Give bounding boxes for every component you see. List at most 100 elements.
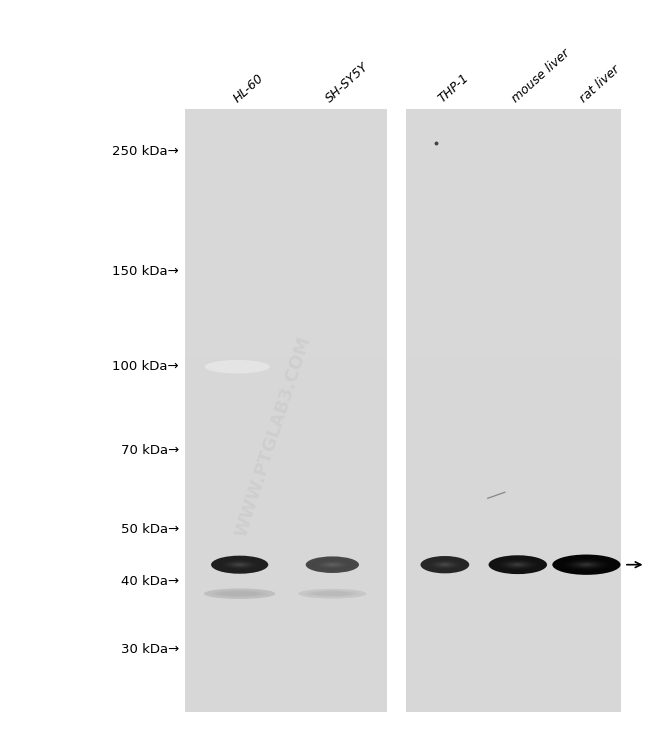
Ellipse shape xyxy=(220,559,259,570)
Bar xyxy=(406,192,621,200)
Bar xyxy=(185,192,387,200)
Bar xyxy=(185,358,387,365)
Ellipse shape xyxy=(569,560,604,569)
Ellipse shape xyxy=(427,559,463,570)
Bar xyxy=(185,267,387,275)
Bar xyxy=(185,486,387,493)
Bar xyxy=(406,448,621,456)
Ellipse shape xyxy=(514,564,521,566)
Ellipse shape xyxy=(503,561,533,569)
Bar xyxy=(185,275,387,282)
Bar xyxy=(406,222,621,230)
Ellipse shape xyxy=(513,563,523,566)
Ellipse shape xyxy=(328,593,336,594)
Bar xyxy=(406,674,621,681)
Bar xyxy=(185,215,387,222)
Bar xyxy=(406,139,621,147)
Bar xyxy=(406,282,621,290)
Bar xyxy=(406,606,621,614)
Text: HL-60: HL-60 xyxy=(231,72,266,105)
Bar xyxy=(185,614,387,621)
Bar xyxy=(185,561,387,569)
Bar xyxy=(406,531,621,538)
Ellipse shape xyxy=(222,560,257,569)
Bar xyxy=(185,320,387,328)
Bar xyxy=(406,207,621,215)
Text: 100 kDa→: 100 kDa→ xyxy=(112,360,179,373)
Bar xyxy=(185,456,387,463)
Bar xyxy=(406,418,621,425)
Ellipse shape xyxy=(436,562,454,568)
Ellipse shape xyxy=(562,559,612,571)
Bar xyxy=(185,162,387,169)
Ellipse shape xyxy=(306,590,359,597)
Bar xyxy=(406,410,621,418)
Ellipse shape xyxy=(225,561,254,569)
Ellipse shape xyxy=(218,559,261,570)
Bar xyxy=(185,207,387,215)
Ellipse shape xyxy=(313,591,352,596)
Ellipse shape xyxy=(227,561,253,568)
Bar xyxy=(406,252,621,260)
Bar xyxy=(406,260,621,267)
Bar xyxy=(185,312,387,320)
Bar xyxy=(406,109,621,712)
Ellipse shape xyxy=(552,554,621,575)
Ellipse shape xyxy=(309,591,356,596)
Bar xyxy=(406,576,621,584)
Ellipse shape xyxy=(313,559,352,570)
Bar xyxy=(406,501,621,508)
Bar xyxy=(406,561,621,569)
Bar xyxy=(406,343,621,350)
Ellipse shape xyxy=(567,560,606,569)
Bar xyxy=(406,380,621,388)
Ellipse shape xyxy=(437,562,453,567)
Text: 250 kDa→: 250 kDa→ xyxy=(112,145,179,158)
Ellipse shape xyxy=(318,561,346,569)
Ellipse shape xyxy=(224,592,256,596)
Ellipse shape xyxy=(230,562,250,567)
Bar xyxy=(185,576,387,584)
Bar xyxy=(406,433,621,441)
Bar xyxy=(406,584,621,591)
Bar xyxy=(406,599,621,606)
Bar xyxy=(406,486,621,493)
Bar xyxy=(185,681,387,689)
Bar xyxy=(406,591,621,599)
Ellipse shape xyxy=(237,564,243,566)
Ellipse shape xyxy=(495,559,541,571)
Ellipse shape xyxy=(228,562,251,568)
Bar xyxy=(185,636,387,644)
Ellipse shape xyxy=(331,564,334,565)
Ellipse shape xyxy=(324,593,340,595)
Bar xyxy=(406,425,621,433)
Ellipse shape xyxy=(205,360,270,373)
Bar xyxy=(406,629,621,636)
Bar xyxy=(185,230,387,237)
Bar xyxy=(185,297,387,305)
Bar xyxy=(406,403,621,410)
Bar xyxy=(406,267,621,275)
Ellipse shape xyxy=(439,563,450,566)
Bar xyxy=(185,388,387,395)
Bar xyxy=(185,305,387,312)
Bar xyxy=(406,169,621,177)
Bar xyxy=(185,132,387,139)
Text: mouse liver: mouse liver xyxy=(509,47,572,105)
Ellipse shape xyxy=(438,562,452,567)
Ellipse shape xyxy=(328,563,337,566)
Bar xyxy=(406,290,621,297)
Text: WWW.PTGLAB3.COM: WWW.PTGLAB3.COM xyxy=(232,334,314,539)
Bar xyxy=(185,425,387,433)
Bar xyxy=(185,395,387,403)
Bar xyxy=(406,395,621,403)
Bar xyxy=(185,651,387,659)
Bar xyxy=(185,697,387,704)
Bar xyxy=(406,373,621,380)
Ellipse shape xyxy=(317,561,348,569)
Bar xyxy=(406,697,621,704)
Bar xyxy=(406,471,621,478)
Ellipse shape xyxy=(582,564,590,566)
Ellipse shape xyxy=(238,564,241,565)
Ellipse shape xyxy=(426,559,464,570)
